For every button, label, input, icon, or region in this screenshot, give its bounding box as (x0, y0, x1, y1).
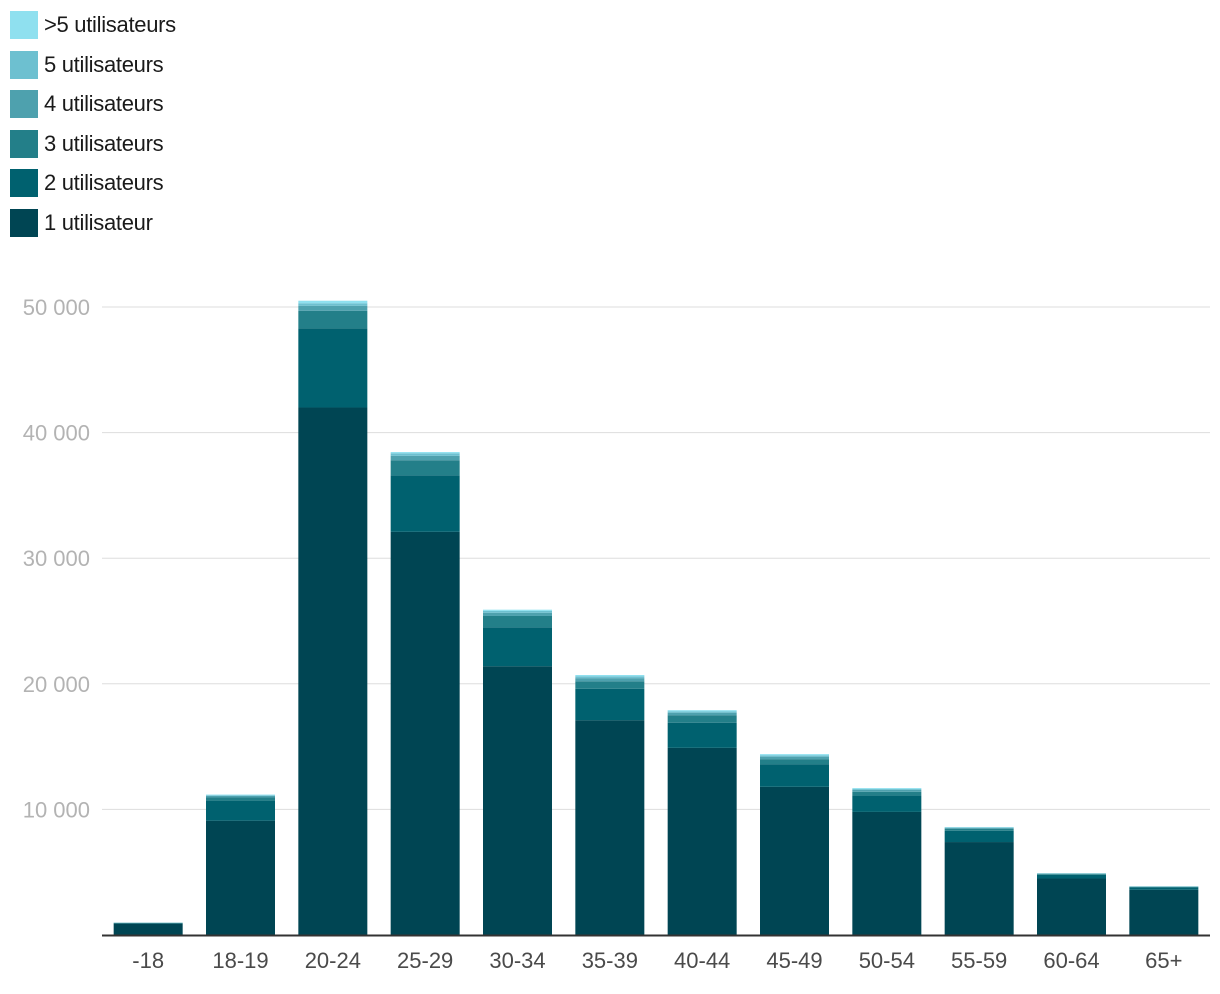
bar-segment (113, 923, 183, 924)
bar-segment (944, 828, 1014, 831)
bar-segment (852, 788, 922, 790)
bar-segment (760, 756, 829, 760)
bar-segment (575, 681, 645, 689)
bar-segment (298, 328, 368, 408)
bar-segment (1129, 887, 1199, 890)
bar-segment (206, 794, 275, 796)
bar-segment (760, 754, 829, 756)
bar-segment (113, 923, 183, 935)
y-tick-label: 10 000 (23, 797, 90, 822)
legend-label: 4 utilisateurs (44, 91, 164, 117)
bar-segment (1037, 874, 1106, 875)
bar-segment (483, 666, 552, 935)
bar-segment (390, 455, 460, 461)
bar-segment (575, 720, 645, 935)
legend-item-4: 4 utilisateurs (10, 89, 176, 119)
bar-segment (298, 407, 368, 936)
bar-segment (1129, 889, 1199, 935)
x-tick-label: 45-49 (766, 948, 822, 973)
legend-label: 2 utilisateurs (44, 170, 164, 196)
bar-segment (298, 305, 368, 311)
x-tick-label: 40-44 (674, 948, 730, 973)
bar-segment (483, 627, 552, 667)
legend-item-5: 5 utilisateurs (10, 50, 176, 80)
chart-legend: >5 utilisateurs 5 utilisateurs 4 utilisa… (10, 10, 176, 248)
bar-segment (852, 795, 922, 812)
bar-segment (1037, 873, 1106, 875)
x-tick-label: -18 (132, 948, 164, 973)
y-tick-label: 40 000 (23, 421, 90, 446)
legend-swatch (10, 11, 38, 39)
bar-segment (667, 711, 737, 713)
bar-segment (390, 531, 460, 935)
x-tick-label: 30-34 (489, 948, 545, 973)
bar-segment (760, 786, 829, 935)
bar-segment (852, 789, 922, 792)
bar-segment (1037, 878, 1106, 935)
legend-label: 1 utilisateur (44, 209, 153, 235)
bar-segment (206, 820, 275, 935)
legend-swatch (10, 169, 38, 198)
legend-swatch (10, 208, 38, 237)
bar-segment (483, 610, 552, 613)
bar-segment (206, 795, 275, 796)
bar-segment (483, 615, 552, 628)
bar-segment (298, 303, 368, 306)
x-tick-label: 60-64 (1043, 948, 1099, 973)
x-tick-label: 25-29 (397, 948, 453, 973)
bar-segment (1037, 874, 1106, 879)
legend-swatch (10, 129, 38, 158)
bar-segment (390, 475, 460, 532)
bar-segment (390, 452, 460, 454)
bar-segment (575, 688, 645, 721)
legend-item-1: 1 utilisateur (10, 208, 176, 238)
bar-segment (390, 460, 460, 476)
bar-segment (852, 788, 922, 789)
legend-swatch (10, 90, 38, 119)
bar-segment (390, 453, 460, 456)
bar-segment (206, 797, 275, 801)
legend-label: 3 utilisateurs (44, 130, 164, 156)
bar-segment (852, 791, 922, 796)
y-tick-label: 20 000 (23, 672, 90, 697)
bar-segment (944, 842, 1014, 935)
bar-segment (667, 712, 737, 716)
bar-segment (760, 755, 829, 757)
bar-segment (575, 676, 645, 679)
legend-item-2: 2 utilisateurs (10, 168, 176, 198)
legend-label: >5 utilisateurs (44, 12, 176, 37)
bar-segment (760, 759, 829, 765)
x-tick-label: 18-19 (212, 948, 268, 973)
bar-segment (667, 747, 737, 935)
x-tick-label: 55-59 (951, 948, 1007, 973)
legend-label: 5 utilisateurs (44, 51, 164, 77)
legend-item-more-than-5: >5 utilisateurs (10, 10, 176, 40)
bar-segment (298, 310, 368, 329)
bar-segment (760, 764, 829, 787)
y-tick-label: 50 000 (23, 295, 90, 320)
bar-segment (298, 300, 368, 304)
legend-item-3: 3 utilisateurs (10, 129, 176, 159)
bar-segment (852, 811, 922, 935)
bar-segment (483, 609, 552, 611)
bar-segment (575, 675, 645, 677)
bar-segment (944, 830, 1014, 843)
x-tick-label: 50-54 (859, 948, 915, 973)
x-tick-label: 20-24 (305, 948, 361, 973)
bar-segment (1129, 886, 1199, 888)
bar-segment (206, 795, 275, 798)
bar-segment (667, 715, 737, 723)
bar-segment (575, 678, 645, 682)
bar-segment (944, 827, 1014, 829)
x-tick-label: 65+ (1145, 948, 1182, 973)
legend-swatch (10, 50, 38, 79)
bar-segment (667, 722, 737, 748)
bar-segment (944, 827, 1014, 828)
x-tick-label: 35-39 (582, 948, 638, 973)
bar-segment (206, 800, 275, 821)
bar-segment (483, 612, 552, 616)
y-tick-label: 30 000 (23, 546, 90, 571)
bar-segment (667, 710, 737, 712)
